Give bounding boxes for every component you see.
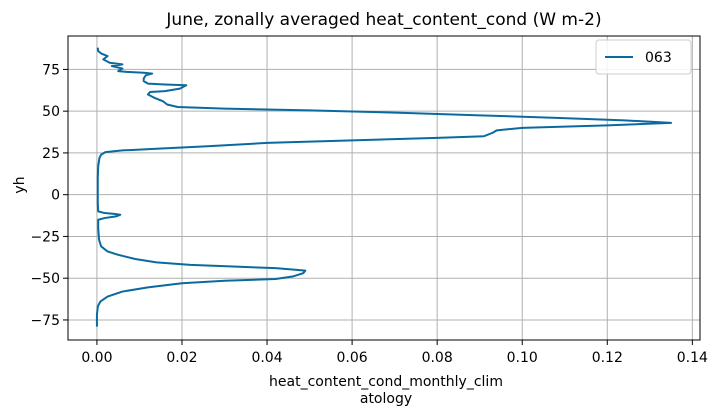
y-tick-label: −50	[30, 271, 60, 287]
y-tick-label: −75	[30, 313, 60, 329]
x-tick-label: 0.02	[166, 350, 197, 366]
chart-title: June, zonally averaged heat_content_cond…	[165, 10, 601, 30]
x-axis-label-line-1: heat_content_cond_monthly_clim	[269, 374, 503, 390]
y-axis-label: yh	[12, 176, 28, 193]
legend-box	[595, 39, 692, 75]
x-tick-label: 0.14	[677, 350, 708, 366]
x-tick-label: 0.04	[251, 350, 282, 366]
x-ticks: 0.00 0.02 0.04 0.06 0.08 0.10 0.12 0.14	[81, 340, 708, 366]
y-tick-label: 75	[42, 62, 60, 78]
x-tick-label: 0.12	[592, 350, 623, 366]
y-tick-label: 25	[42, 146, 60, 162]
x-gridlines	[96, 36, 693, 340]
y-tick-label: 50	[42, 104, 60, 120]
legend: 063	[595, 39, 692, 75]
y-gridlines	[68, 68, 700, 321]
x-tick-label: 0.06	[337, 350, 368, 366]
y-ticks: −75 −50 −25 0 25 50 75	[30, 62, 68, 329]
series-line-063	[95, 47, 673, 327]
x-axis-label-line-2: atology	[360, 391, 412, 407]
x-tick-label: 0.10	[507, 350, 538, 366]
x-tick-label: 0.08	[422, 350, 453, 366]
y-tick-label: 0	[51, 188, 60, 204]
y-tick-label: −25	[30, 229, 60, 245]
series-layer	[95, 47, 673, 327]
x-tick-label: 0.00	[81, 350, 112, 366]
plot-frame	[67, 35, 701, 341]
legend-series-label: 063	[645, 50, 672, 66]
